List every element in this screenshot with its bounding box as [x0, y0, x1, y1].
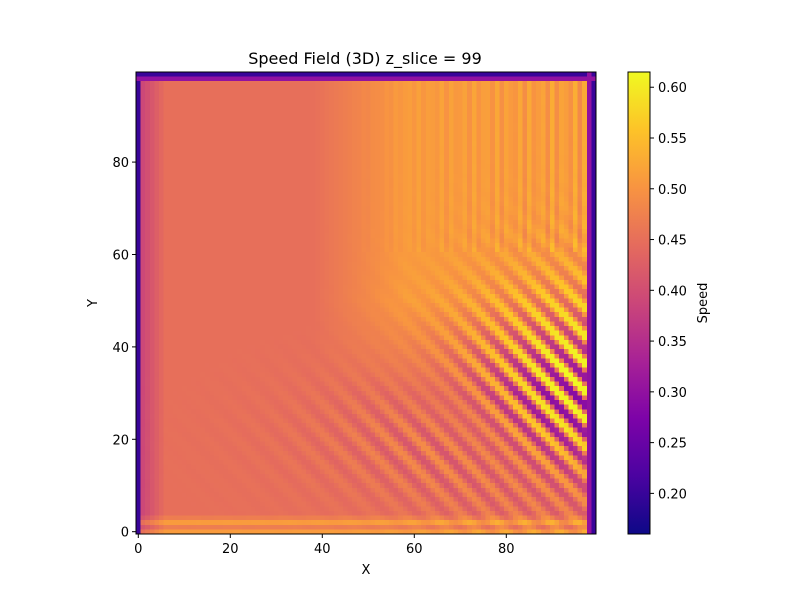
x-tick-label: 60	[406, 542, 423, 557]
y-axis-label: Y	[86, 299, 101, 308]
x-axis: 0 20 40 60 80	[134, 534, 515, 557]
colorbar-tick-label: 0.50	[658, 183, 687, 198]
speed-field-image	[136, 72, 596, 534]
x-tick-label: 20	[222, 542, 239, 557]
y-tick-label: 80	[112, 156, 129, 171]
colorbar-tick-label: 0.45	[658, 234, 687, 249]
colorbar-tick-label: 0.55	[658, 132, 687, 147]
colorbar-tick-label: 0.35	[658, 335, 687, 350]
x-tick-label: 40	[314, 542, 331, 557]
colorbar-tick-label: 0.20	[658, 487, 687, 502]
heatmap-area	[136, 72, 596, 534]
plot-frame	[135, 71, 597, 535]
x-tick-label: 0	[134, 542, 142, 557]
y-tick-label: 0	[121, 526, 129, 541]
y-tick-label: 40	[112, 341, 129, 356]
x-axis-label: X	[362, 563, 371, 578]
chart-title: Speed Field (3D) z_slice = 99	[248, 49, 482, 69]
y-tick-label: 20	[112, 433, 129, 448]
colorbar-tick-label: 0.30	[658, 386, 687, 401]
colorbar-label: Speed	[696, 283, 711, 324]
x-tick-label: 80	[498, 542, 515, 557]
colorbar	[627, 71, 651, 535]
colorbar-tick-label: 0.40	[658, 284, 687, 299]
colorbar-tick-label: 0.25	[658, 437, 687, 452]
colorbar-tick-label: 0.60	[658, 81, 687, 96]
y-tick-label: 60	[112, 248, 129, 263]
colorbar-ticks: 0.20 0.25 0.30 0.35 0.40 0.45 0.50 0.55 0.60	[650, 81, 687, 502]
y-axis: 0 20 40 60 80	[112, 156, 136, 541]
